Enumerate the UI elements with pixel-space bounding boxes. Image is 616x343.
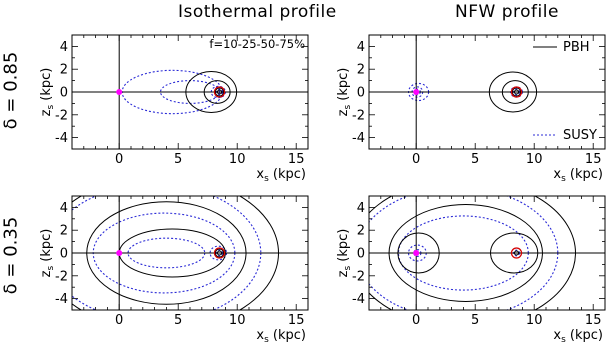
y-tick-label: -2 (352, 108, 365, 123)
y-tick-label: -4 (352, 292, 365, 307)
column-title-nfw: NFW profile (455, 2, 559, 22)
x-axis-label: xs (kpc) (256, 167, 306, 184)
y-tick-label: -4 (352, 131, 365, 146)
x-tick-label: 5 (471, 313, 479, 328)
x-tick-label: 5 (174, 152, 182, 167)
y-axis-label: zs (kpc) (336, 68, 353, 117)
fraction-annotation: f=10-25-50-75% (209, 37, 305, 51)
plot-area (72, 196, 308, 310)
y-tick-label: 2 (357, 224, 365, 239)
x-tick-label: 10 (526, 313, 543, 328)
y-tick-label: 4 (357, 40, 365, 55)
y-axis-label: zs (kpc) (39, 229, 56, 278)
y-tick-label: 0 (60, 247, 68, 262)
x-tick-label: 5 (471, 152, 479, 167)
origin-marker (413, 89, 420, 95)
x-tick-label: 15 (288, 313, 305, 328)
y-tick-label: -4 (55, 292, 68, 307)
x-tick-label: 0 (115, 313, 123, 328)
chart-panel-3: 0 5 10 15 -4 -2 0 2 4 xs (kpc) zs (kpc) (336, 195, 606, 343)
plot-area (369, 35, 605, 149)
x-tick-label: 15 (288, 152, 305, 167)
origin-marker (413, 250, 420, 256)
y-axis-label: zs (kpc) (39, 68, 56, 117)
origin-marker (116, 89, 123, 95)
x-tick-label: 15 (585, 313, 602, 328)
x-tick-label: 10 (229, 152, 246, 167)
y-tick-label: -2 (352, 269, 365, 284)
x-tick-label: 10 (526, 152, 543, 167)
y-tick-label: 4 (357, 201, 365, 216)
y-tick-label: 0 (357, 247, 365, 262)
sun-marker (510, 247, 523, 259)
y-tick-label: 2 (60, 63, 68, 78)
x-axis-label: xs (kpc) (256, 328, 306, 343)
y-tick-label: -2 (55, 269, 68, 284)
x-axis-label: xs (kpc) (553, 167, 603, 184)
y-tick-label: 0 (357, 86, 365, 101)
legend-label-pbh: PBH (563, 40, 590, 55)
column-title-isothermal: Isothermal profile (178, 2, 337, 22)
y-tick-label: 4 (60, 201, 68, 216)
y-tick-label: 2 (60, 224, 68, 239)
chart-panel-1: 0 5 10 15 -4 -2 0 2 4 xs (kpc) zs (kpc) PBH SUSY (336, 34, 606, 184)
x-axis-label: xs (kpc) (553, 328, 603, 343)
sun-marker (213, 247, 226, 259)
origin-marker (116, 250, 123, 256)
y-tick-label: -4 (55, 131, 68, 146)
x-tick-label: 0 (412, 313, 420, 328)
y-tick-label: 0 (60, 86, 68, 101)
chart-panel-2: 0 5 10 15 -4 -2 0 2 4 xs (kpc) zs (kpc) (39, 195, 309, 343)
plot-area (369, 196, 605, 310)
y-tick-label: 2 (357, 63, 365, 78)
sun-marker (510, 86, 523, 98)
x-tick-label: 5 (174, 313, 182, 328)
plot-area (72, 35, 308, 149)
sun-marker (213, 86, 226, 98)
x-tick-label: 0 (412, 152, 420, 167)
chart-panel-0: 0 5 10 15 -4 -2 0 2 4 xs (kpc) zs (kpc) f=10-25-50-… (39, 34, 309, 184)
x-tick-label: 0 (115, 152, 123, 167)
y-axis-label: zs (kpc) (336, 229, 353, 278)
legend-label-susy: SUSY (563, 128, 597, 143)
y-tick-label: 4 (60, 40, 68, 55)
x-tick-label: 10 (229, 313, 246, 328)
x-tick-label: 15 (585, 152, 602, 167)
y-tick-label: -2 (55, 108, 68, 123)
